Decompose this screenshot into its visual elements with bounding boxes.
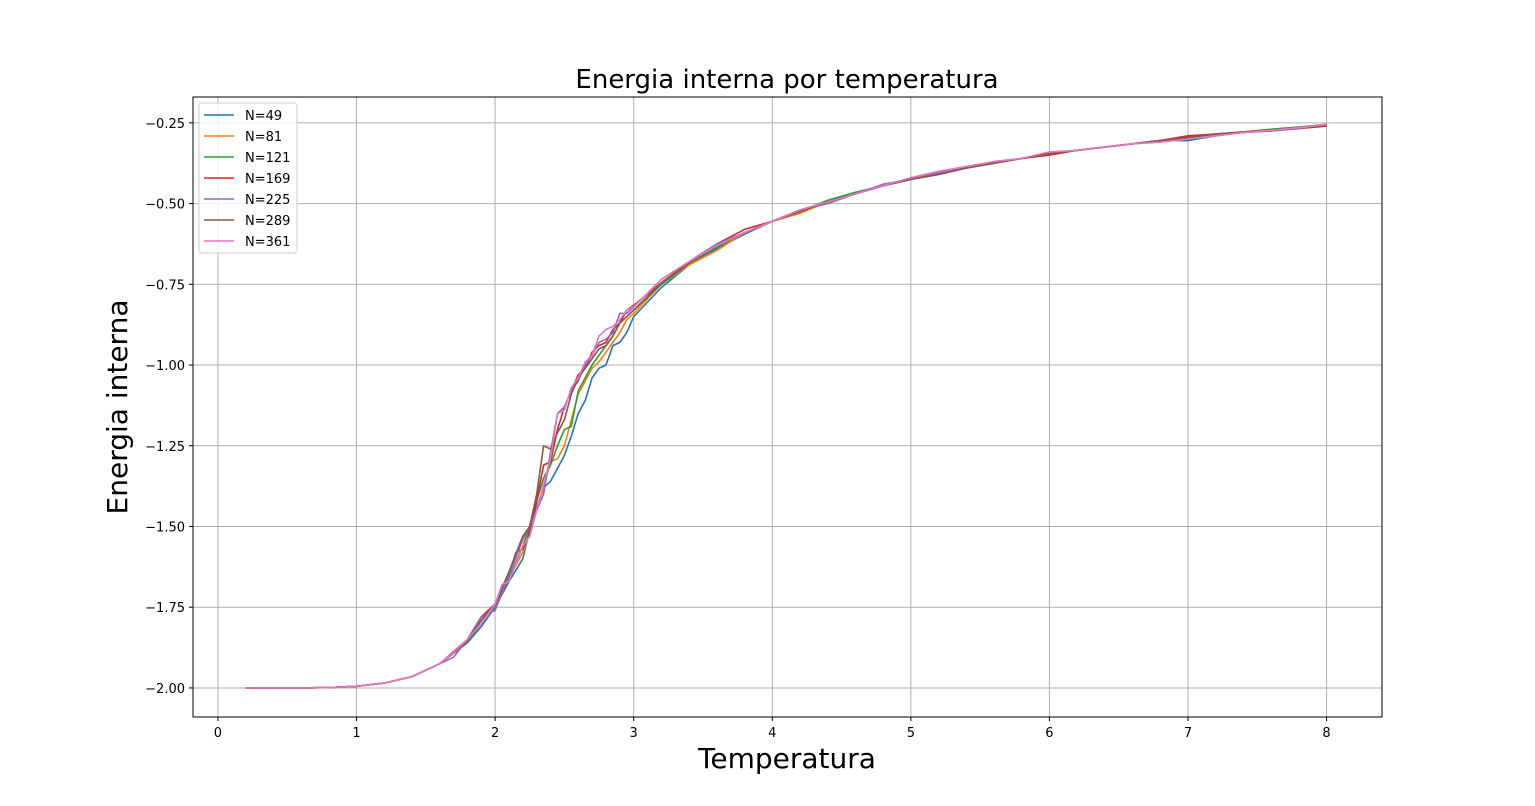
y-tick-label: −0.50 [145,198,185,213]
x-tick-label: 6 [1045,726,1053,741]
legend-box [198,102,298,254]
x-tick-label: 8 [1322,726,1330,741]
chart-title: Energia interna por temperatura [575,65,998,95]
grid-lines [193,97,1382,717]
x-tick-label: 4 [768,726,776,741]
legend-entry: N=361 [245,235,290,250]
x-tick-label: 2 [491,726,499,741]
y-tick-label: −1.50 [145,520,185,535]
x-tick-label: 5 [907,726,915,741]
y-tick-label: −1.00 [145,359,185,374]
legend-entry: N=169 [245,172,290,187]
axis-ticks: 0 1 2 3 4 5 6 7 8 −2.00 −1.75 −1.50 −1.25 −1.00 −0.75 −… [145,117,1331,741]
y-axis-label: Energia interna [101,300,134,515]
plot-frame [192,96,1383,718]
y-tick-label: −0.25 [145,117,185,132]
series-line-n-361 [245,123,1327,689]
series-layer [245,123,1327,689]
legend: N=49 N=81 N=121 N=169 N=225 N=289 N=361 [198,102,298,254]
x-tick-label: 3 [630,726,638,741]
x-tick-label: 1 [352,726,360,741]
legend-entry: N=49 [245,109,282,124]
y-tick-label: −2.00 [145,682,185,697]
y-tick-label: −1.25 [145,440,185,455]
legend-entry: N=289 [245,214,290,229]
x-tick-label: 7 [1184,726,1192,741]
y-tick-label: −0.75 [145,278,185,293]
legend-entry: N=225 [245,193,290,208]
y-tick-label: −1.75 [145,601,185,616]
x-tick-label: 0 [214,726,222,741]
legend-entry: N=121 [245,151,290,166]
legend-entry: N=81 [245,130,282,145]
x-axis-label: Temperatura [697,742,876,775]
